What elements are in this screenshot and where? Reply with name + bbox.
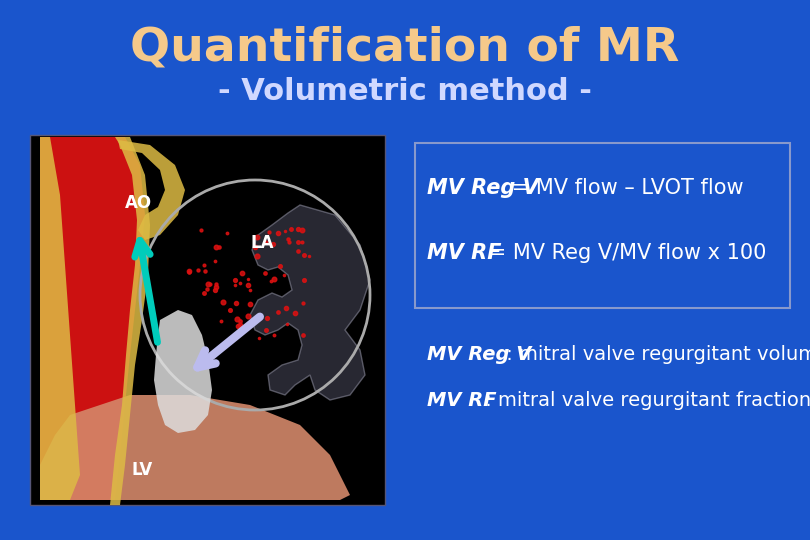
Polygon shape <box>110 137 150 505</box>
FancyBboxPatch shape <box>415 143 790 308</box>
Polygon shape <box>40 395 350 500</box>
Text: MV RF: MV RF <box>427 243 501 263</box>
Text: MV Reg V: MV Reg V <box>427 178 539 198</box>
Text: MV RF: MV RF <box>427 390 497 409</box>
Text: - Volumetric method -: - Volumetric method - <box>218 78 592 106</box>
Polygon shape <box>154 310 212 433</box>
Text: AO: AO <box>125 194 151 212</box>
FancyBboxPatch shape <box>30 135 385 505</box>
Text: = MV Reg V/MV flow x 100: = MV Reg V/MV flow x 100 <box>482 243 766 263</box>
Polygon shape <box>40 137 145 500</box>
Text: : mitral valve regurgitant volume: : mitral valve regurgitant volume <box>500 346 810 365</box>
Polygon shape <box>250 205 370 400</box>
Polygon shape <box>40 137 80 500</box>
Text: : mitral valve regurgitant fraction(%): : mitral valve regurgitant fraction(%) <box>479 390 810 409</box>
Text: LA: LA <box>250 234 274 252</box>
Polygon shape <box>118 140 185 240</box>
Text: = MV flow – LVOT flow: = MV flow – LVOT flow <box>505 178 744 198</box>
Text: LV: LV <box>131 461 152 479</box>
Text: Quantification of MR: Quantification of MR <box>130 25 680 71</box>
Text: MV Reg V: MV Reg V <box>427 346 531 365</box>
